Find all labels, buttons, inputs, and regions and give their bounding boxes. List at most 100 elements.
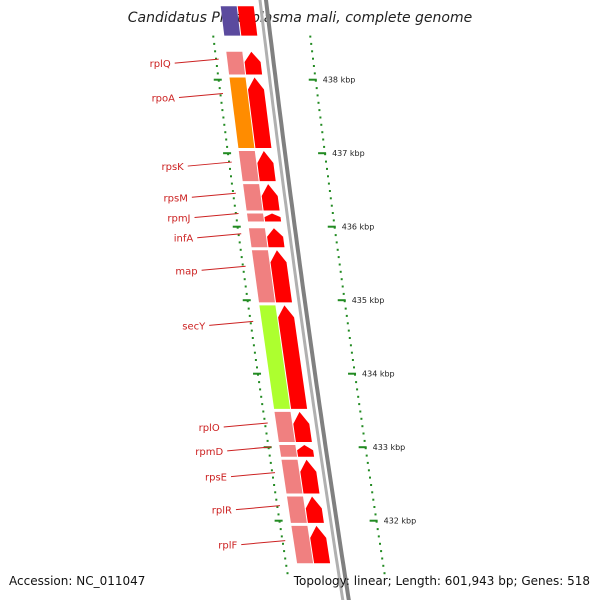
minor-tick [327,182,330,185]
gene-arrow-offscreen [237,6,258,36]
cog-bar-secY [259,305,291,409]
cog-bar-rplR [287,496,307,523]
minor-tick [214,50,217,53]
gene-arrow-rplO [293,411,312,442]
minor-tick [369,476,371,479]
minor-tick [222,116,225,119]
minor-tick [229,167,231,170]
minor-tick [353,366,355,369]
minor-tick [244,285,247,288]
minor-tick [338,263,341,266]
minor-tick [215,57,217,60]
map-title: Candidatus Phytoplasma mali, complete ge… [127,10,473,26]
minor-tick [379,542,381,545]
minor-tick [261,403,264,406]
minor-tick [269,461,272,464]
minor-tick [382,564,385,567]
minor-tick [371,491,374,494]
gene-label-rplR: rplR [212,506,232,517]
leader-line-rpmJ [194,213,239,219]
minor-tick [270,469,273,472]
minor-tick [242,270,245,273]
minor-tick [376,528,379,531]
minor-tick [265,432,268,435]
gene-arrow-rplQ [244,51,263,75]
minor-tick [232,197,235,200]
minor-tick [259,388,262,391]
minor-tick [272,476,274,479]
minor-tick [276,506,279,508]
minor-tick [370,484,373,486]
minor-tick [335,241,338,244]
minor-tick [258,381,261,384]
minor-tick [283,550,286,553]
minor-tick [285,564,288,567]
minor-tick [309,35,312,38]
minor-tick [266,439,269,442]
minor-tick [277,513,280,516]
leader-line-rpsE [230,472,276,478]
gene-label-rpsK: rpsK [162,162,185,173]
gene-label-rpsE: rpsE [205,473,227,484]
minor-tick [268,454,271,457]
minor-tick [319,116,322,119]
minor-tick [322,138,325,141]
gene-label-rplF: rplF [218,541,237,552]
kbp-label-433: 433 kbp [373,443,406,452]
minor-tick [317,101,320,104]
gene-label-rpmJ: rpmJ [167,214,190,225]
gene-label-rplQ: rplQ [150,59,171,70]
minor-tick [331,212,334,214]
minor-tick [231,190,234,192]
leader-line-rpmD [227,446,272,452]
minor-tick [334,234,337,237]
minor-tick [346,322,349,325]
cog-bar-rpsM [243,184,263,211]
minor-tick [256,366,258,369]
minor-tick [230,175,232,178]
leader-line-rpoA [178,93,224,99]
minor-tick [360,417,363,420]
minor-tick [357,395,360,398]
minor-tick [310,42,313,45]
minor-tick [326,167,328,170]
minor-tick [226,145,229,148]
minor-tick [358,403,361,406]
minor-tick [216,72,219,75]
minor-tick [374,513,377,516]
minor-tick [337,256,340,259]
minor-tick [280,535,283,538]
minor-tick [340,278,343,281]
cog-bar-rplO [274,411,295,442]
minor-tick [237,234,240,237]
gene-labels: rplQ rpoA rpsK rpsM rpmJ infA map secY rplO rpmD r… [150,58,286,552]
gene-label-infA: infA [174,234,194,245]
minor-tick [365,454,368,457]
genome-summary: Topology: linear; Length: 601,943 bp; Ge… [293,574,590,588]
minor-tick [348,337,351,339]
minor-tick [383,572,386,575]
minor-tick [221,109,224,112]
leader-line-rplO [223,422,268,428]
minor-tick [284,557,287,560]
minor-tick [252,344,255,347]
minor-tick [372,498,375,501]
kbp-ticks: 438 kbp 437 kbp 436 kbp 435 kbp 434 kbp 433 k… [213,76,416,526]
minor-tick [339,270,342,273]
kbp-label-436: 436 kbp [342,223,375,232]
minor-tick [260,395,263,398]
minor-tick [212,35,215,38]
backbone-strand-light [258,0,345,600]
minor-tick [316,94,319,97]
minor-tick [286,572,289,575]
minor-tick [220,101,223,104]
minor-tick [234,212,237,214]
gene-arrow-secY [278,305,308,409]
minor-tick [341,285,344,288]
minor-tick [219,94,222,97]
cog-bar-rplQ [226,51,246,75]
minor-tick [251,337,254,339]
leader-line-rplF [241,540,286,546]
gene-label-secY: secY [182,321,206,332]
leader-line-rpsM [191,192,236,198]
